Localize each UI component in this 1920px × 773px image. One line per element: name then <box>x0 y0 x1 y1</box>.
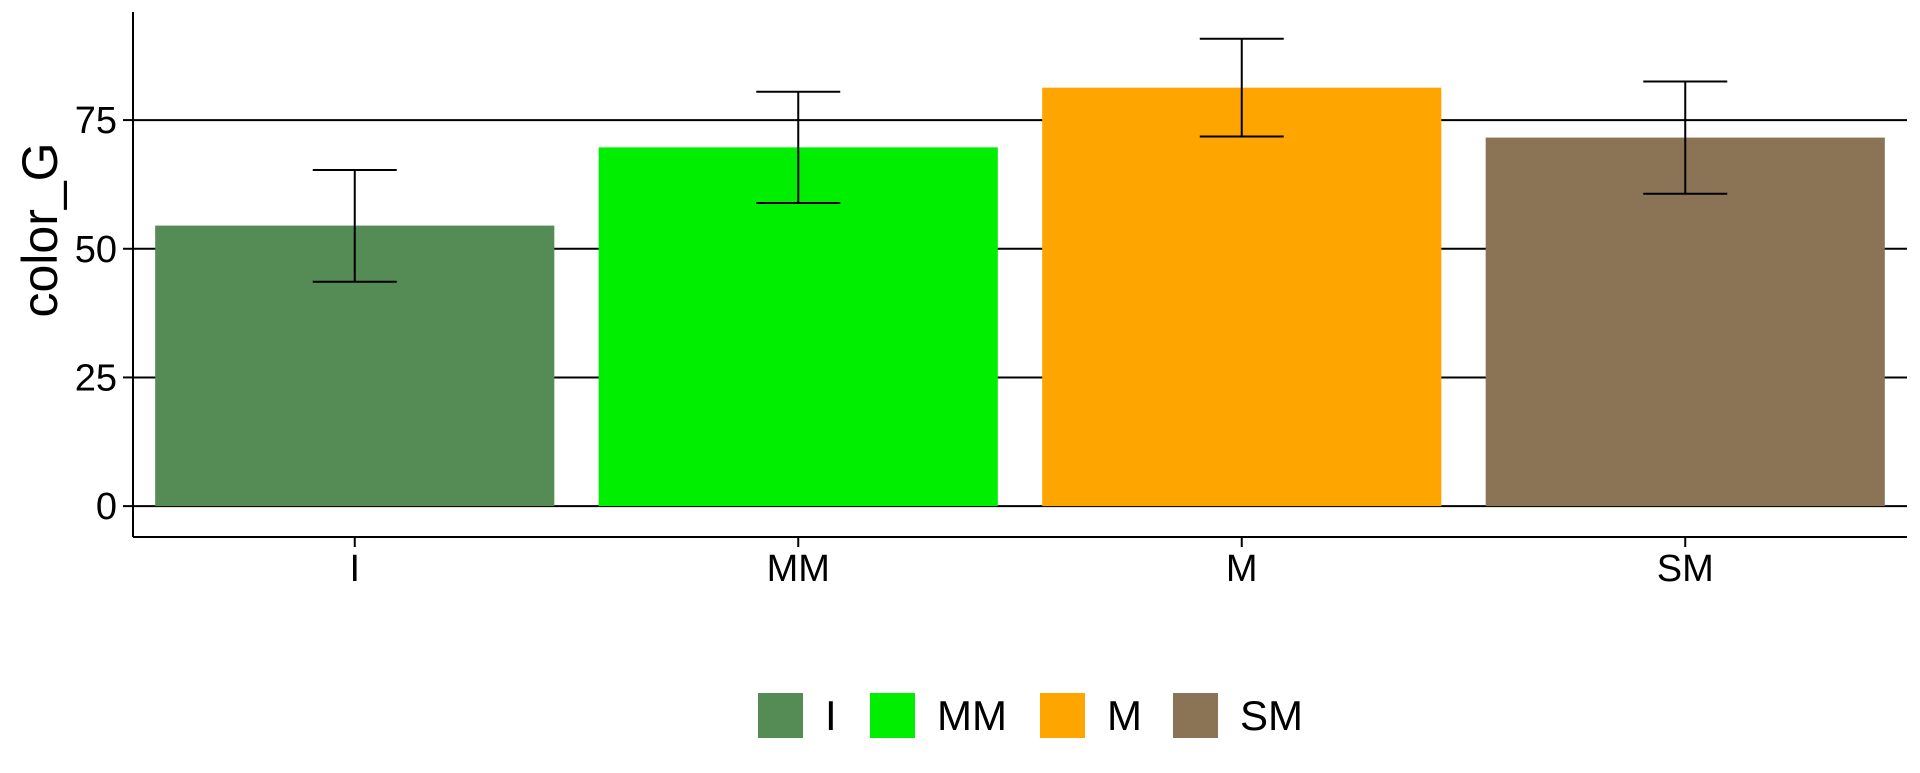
x-tick-label-i: I <box>349 548 360 590</box>
error-bars <box>312 37 1728 283</box>
legend-item-sm: SM <box>1173 692 1303 739</box>
bar-sm <box>1485 137 1885 507</box>
y-ticks: 0 25 50 75 <box>75 100 133 528</box>
legend-label: MM <box>937 692 1007 739</box>
bars <box>155 87 1885 507</box>
y-tick-label: 75 <box>75 100 117 142</box>
legend-item-i: I <box>758 692 837 739</box>
legend-swatch <box>1040 693 1085 738</box>
error-bar-i <box>312 169 397 283</box>
legend-label: SM <box>1240 692 1303 739</box>
axes <box>132 12 1907 538</box>
bar-mm <box>598 147 998 507</box>
error-bar-mm <box>756 90 841 204</box>
legend-swatch <box>758 693 803 738</box>
bar-m <box>1042 87 1442 507</box>
legend-item-m: M <box>1040 692 1142 739</box>
y-tick-label: 25 <box>75 357 117 399</box>
x-tick-label-m: M <box>1226 548 1258 590</box>
legend: I MM M SM <box>758 692 1303 739</box>
legend-item-mm: MM <box>870 692 1007 739</box>
error-bar-m <box>1199 37 1284 138</box>
legend-swatch <box>870 693 915 738</box>
y-axis-title: color_G <box>12 142 68 317</box>
y-tick-label: 50 <box>75 229 117 271</box>
x-ticks: I MM M SM <box>349 537 1714 590</box>
legend-label: M <box>1107 692 1142 739</box>
y-tick-label: 0 <box>96 486 117 528</box>
x-tick-label-mm: MM <box>767 548 830 590</box>
error-bar-sm <box>1643 80 1728 195</box>
x-tick-label-sm: SM <box>1657 548 1714 590</box>
legend-swatch <box>1173 693 1218 738</box>
legend-label: I <box>825 692 837 739</box>
